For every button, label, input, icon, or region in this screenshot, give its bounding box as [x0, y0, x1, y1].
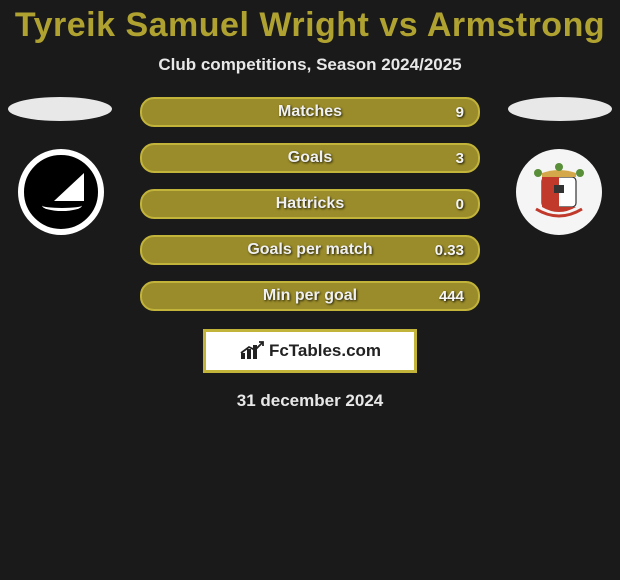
- stat-bar-label: Goals: [288, 149, 332, 167]
- stat-bar: Min per goal 444: [140, 281, 480, 311]
- fctables-logo-icon: [239, 341, 265, 361]
- stat-bar-value: 9: [456, 104, 464, 121]
- player-marker-right: [508, 97, 612, 121]
- stat-bar: Hattricks 0: [140, 189, 480, 219]
- bristol-crest-icon: [526, 159, 592, 225]
- club-crest-left: [18, 149, 104, 235]
- stat-bar-value: 3: [456, 150, 464, 167]
- comparison-card: Tyreik Samuel Wright vs Armstrong Club c…: [0, 0, 620, 411]
- stat-bar-label: Min per goal: [263, 287, 357, 305]
- club-crest-right: [516, 149, 602, 235]
- comparison-area: Matches 9 Goals 3 Hattricks 0 Goals per match 0…: [0, 97, 620, 317]
- player-marker-left: [8, 97, 112, 121]
- plymouth-sail-icon: [38, 173, 84, 211]
- page-title: Tyreik Samuel Wright vs Armstrong: [0, 0, 620, 45]
- date-label: 31 december 2024: [0, 391, 620, 411]
- stat-bar: Matches 9: [140, 97, 480, 127]
- stat-bar-label: Matches: [278, 103, 342, 121]
- stat-bar-value: 444: [439, 288, 464, 305]
- brand-text: FcTables.com: [269, 341, 381, 361]
- stat-bars: Matches 9 Goals 3 Hattricks 0 Goals per match 0…: [140, 97, 480, 327]
- brand-badge: FcTables.com: [203, 329, 417, 373]
- stat-bar: Goals per match 0.33: [140, 235, 480, 265]
- stat-bar-label: Goals per match: [247, 241, 372, 259]
- stat-bar-value: 0.33: [435, 242, 464, 259]
- stat-bar-value: 0: [456, 196, 464, 213]
- subtitle: Club competitions, Season 2024/2025: [0, 55, 620, 75]
- stat-bar-label: Hattricks: [276, 195, 344, 213]
- stat-bar: Goals 3: [140, 143, 480, 173]
